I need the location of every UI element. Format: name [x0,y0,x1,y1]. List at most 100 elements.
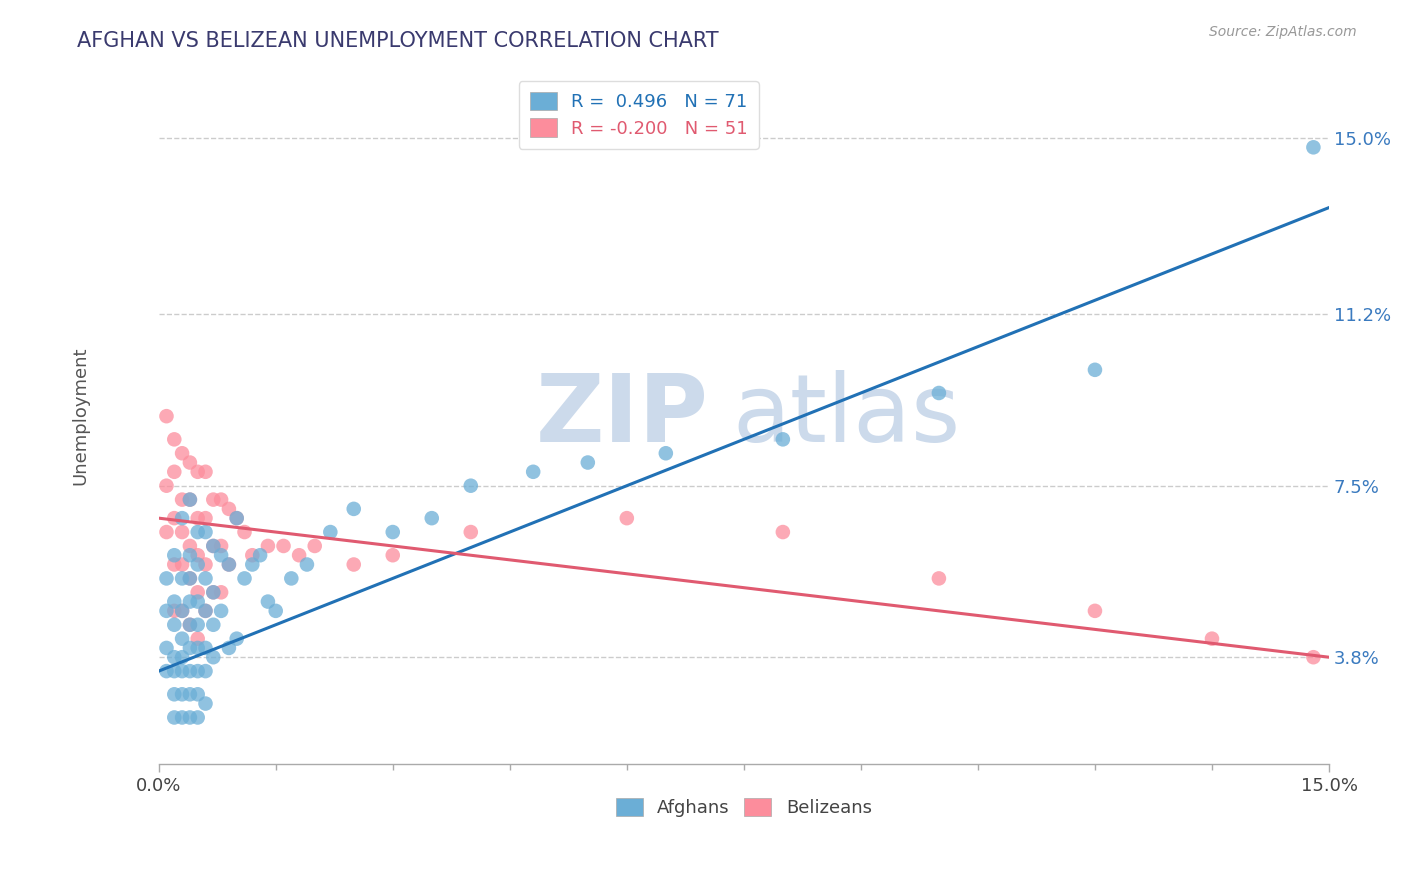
Point [202,539,225,553]
Point [218,558,240,572]
Point [240,548,263,562]
Point [187,632,209,646]
Point [202,585,225,599]
Point [179,456,201,470]
Point [655,446,678,460]
Point [163,511,186,525]
Point [179,687,201,701]
Point [280,571,302,585]
Point [179,539,201,553]
Point [1084,604,1107,618]
Point [233,524,256,539]
Point [343,558,366,572]
Point [163,687,186,701]
Point [179,571,201,585]
Point [460,524,482,539]
Point [233,571,256,585]
Point [163,594,186,608]
Y-axis label: Unemployment: Unemployment [72,347,89,485]
Point [172,604,194,618]
Point [194,604,217,618]
Point [194,640,217,655]
Point [522,465,544,479]
Point [179,594,201,608]
Point [194,558,217,572]
Point [179,548,201,562]
Point [172,710,194,724]
Point [194,697,217,711]
Point [264,604,287,618]
Point [209,604,232,618]
Point [155,479,177,493]
Point [1302,650,1324,665]
Point [249,548,271,562]
Point [202,585,225,599]
Point [155,664,177,678]
Point [209,492,232,507]
Point [202,617,225,632]
Point [202,650,225,665]
Point [187,594,209,608]
Point [179,617,201,632]
Point [163,558,186,572]
Point [179,617,201,632]
Point [194,604,217,618]
Point [163,617,186,632]
Point [1201,632,1223,646]
Point [155,604,177,618]
Point [163,433,186,447]
Point [179,492,201,507]
Point [225,511,247,525]
Point [163,650,186,665]
Point [209,585,232,599]
Point [155,524,177,539]
Point [179,571,201,585]
Point [257,594,280,608]
Point [172,492,194,507]
Point [179,492,201,507]
Point [187,710,209,724]
Point [163,465,186,479]
Point [225,632,247,646]
Point [928,571,950,585]
Point [194,465,217,479]
Point [172,687,194,701]
Point [187,511,209,525]
Point [179,664,201,678]
Point [187,640,209,655]
Point [218,640,240,655]
Point [319,524,342,539]
Point [187,617,209,632]
Point [179,640,201,655]
Point [172,524,194,539]
Point [155,409,177,424]
Point [172,632,194,646]
Point [172,604,194,618]
Point [187,687,209,701]
Text: atlas: atlas [733,370,960,462]
Text: AFGHAN VS BELIZEAN UNEMPLOYMENT CORRELATION CHART: AFGHAN VS BELIZEAN UNEMPLOYMENT CORRELAT… [77,31,718,51]
Point [772,524,794,539]
Point [304,539,326,553]
Point [288,548,311,562]
Point [172,571,194,585]
Point [194,664,217,678]
Point [295,558,318,572]
Point [928,386,950,401]
Point [155,640,177,655]
Point [187,558,209,572]
Point [576,456,599,470]
Point [202,539,225,553]
Point [1084,363,1107,377]
Point [460,479,482,493]
Point [172,650,194,665]
Point [187,585,209,599]
Point [240,558,263,572]
Point [381,524,404,539]
Point [163,710,186,724]
Point [772,433,794,447]
Point [187,465,209,479]
Point [616,511,638,525]
Point [163,604,186,618]
Point [209,539,232,553]
